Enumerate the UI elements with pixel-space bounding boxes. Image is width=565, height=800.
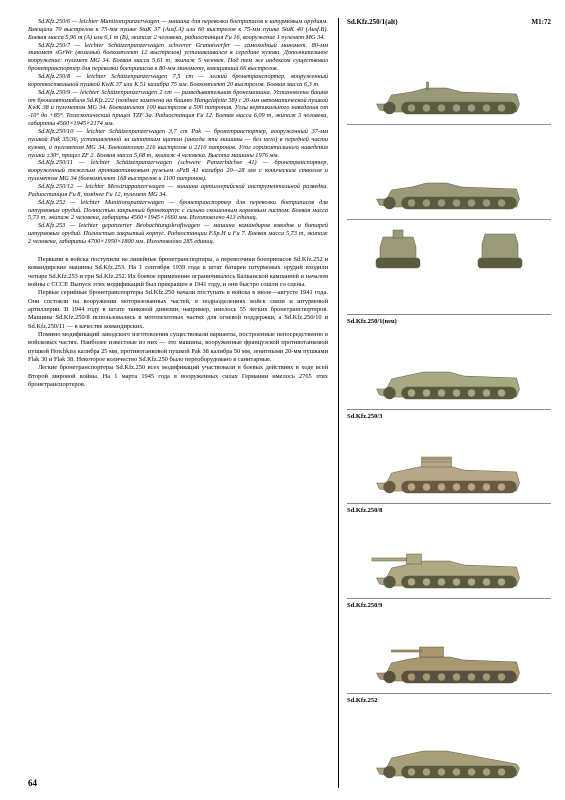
- tank-front-icon: [368, 222, 428, 272]
- paragraph: Первыми в войска поступили не линейные б…: [28, 256, 328, 289]
- tank-silhouette-icon: [372, 355, 527, 403]
- vehicle-label: Sd.Kfz.250/8: [347, 507, 551, 514]
- tank-silhouette-icon: [372, 639, 527, 687]
- spec-entry: Sd.Kfz.250/9 — leichter Schützenpanzerwa…: [28, 89, 328, 128]
- vehicle-label: Sd.Kfz.250/9: [347, 602, 551, 609]
- vehicle-row: Sd.Kfz.250/3: [347, 410, 551, 505]
- paragraph: Помимо модификаций заводского изготовлен…: [28, 331, 328, 364]
- tank-silhouette-icon: [372, 734, 527, 782]
- right-column: Sd.Kfz.250/1(alt) M1:72: [338, 18, 551, 788]
- vehicle-row: Sd.Kfz.252: [347, 694, 551, 788]
- paragraph: Первые серийные бронетранспортеры Sd.Kfz…: [28, 289, 328, 331]
- spec-entry: Sd.Kfz.250/8 — leichter Schützenpanzerwa…: [28, 73, 328, 89]
- tank-rear-icon: [470, 222, 530, 272]
- tank-silhouette-icon: [372, 544, 527, 592]
- page-number: 64: [28, 778, 328, 788]
- paragraph: Легкие бронетранспортеры Sd.Kfz.250 всех…: [28, 364, 328, 389]
- spec-entry: Sd.Kfz.252 — leichter Munitionspanzerwag…: [28, 199, 328, 223]
- vehicle-label: Sd.Kfz.252: [347, 697, 551, 704]
- vehicle-row: [347, 220, 551, 315]
- vehicle-row: [347, 125, 551, 220]
- vehicle-label: Sd.Kfz.250/1(alt): [347, 18, 398, 26]
- spec-entry: Sd.Kfz.250/12 — leichter Messtruppanzerw…: [28, 183, 328, 199]
- vehicle-row: Sd.Kfz.250/9: [347, 599, 551, 694]
- spec-list: Sd.Kfz.250/6 — leichter Munitionspanzerw…: [28, 18, 328, 246]
- left-column: Sd.Kfz.250/6 — leichter Munitionspanzerw…: [28, 18, 328, 788]
- tank-silhouette-icon: [372, 449, 527, 497]
- spec-entry: Sd.Kfz.250/10 — leichter Schützenpanzerw…: [28, 128, 328, 159]
- tank-silhouette-icon: [372, 70, 527, 118]
- tank-silhouette-icon: [372, 165, 527, 213]
- scale-label: M1:72: [532, 18, 551, 26]
- body-text: Первыми в войска поступили не линейные б…: [28, 256, 328, 389]
- spec-entry: Sd.Kfz.250/6 — leichter Munitionspanzerw…: [28, 18, 328, 42]
- spec-entry: Sd.Kfz.253 — leichter gepanzerter Beobac…: [28, 222, 328, 246]
- vehicle-row: Sd.Kfz.250/1(neu): [347, 315, 551, 410]
- vehicle-label: Sd.Kfz.250/3: [347, 413, 551, 420]
- vehicle-label: Sd.Kfz.250/1(neu): [347, 318, 551, 325]
- right-header: Sd.Kfz.250/1(alt) M1:72: [347, 18, 551, 26]
- vehicle-row: Sd.Kfz.250/8: [347, 504, 551, 599]
- spec-entry: Sd.Kfz.250/7 — leichter Schützenpanzerwa…: [28, 42, 328, 73]
- spec-entry: Sd.Kfz.250/11 — leichter Schützenpanzerw…: [28, 159, 328, 183]
- vehicle-row: [347, 30, 551, 125]
